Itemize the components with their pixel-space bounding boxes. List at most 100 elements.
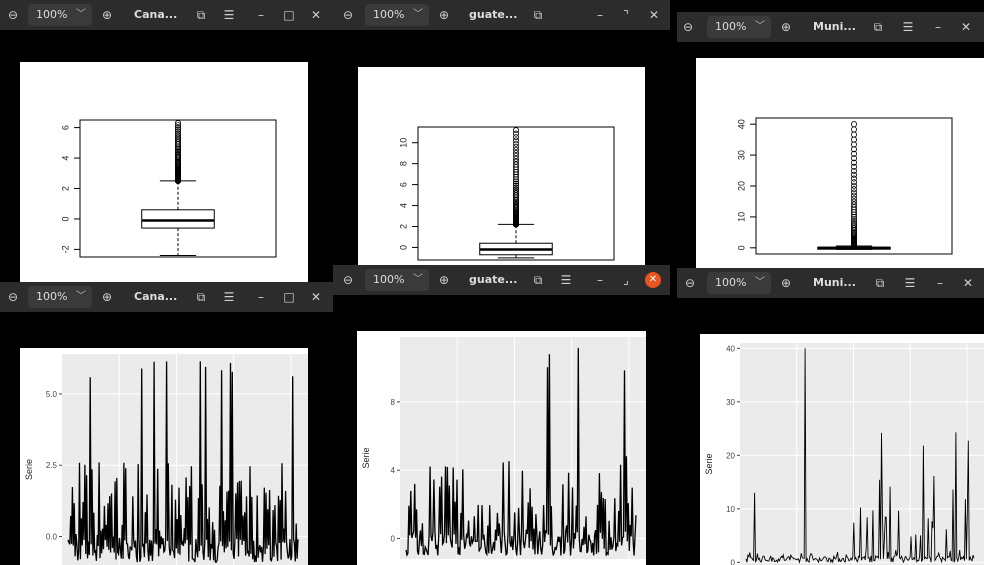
- outlier-point: [174, 120, 181, 127]
- zoom-in-icon[interactable]: ⊕: [780, 20, 792, 34]
- y-tick-label: 0: [391, 535, 396, 544]
- window-titlebar[interactable]: ⊖ 100% ﹀ ⊕ Cana... ⧉ ☰ – □ ✕: [0, 0, 333, 30]
- minimize-icon[interactable]: –: [597, 273, 603, 287]
- outlier-point: [512, 143, 519, 150]
- rotate-icon[interactable]: ⧉: [533, 8, 543, 22]
- y-axis-label: Serie: [361, 447, 371, 468]
- outlier-point: [512, 180, 519, 187]
- zoom-level-select[interactable]: 100% ﹀: [707, 16, 771, 38]
- close-icon[interactable]: ✕: [962, 276, 974, 290]
- maximize-icon[interactable]: ⌟: [623, 273, 629, 287]
- zoom-in-icon[interactable]: ⊕: [438, 8, 450, 22]
- window-title: guate...: [469, 8, 518, 21]
- zoom-in-icon[interactable]: ⊕: [101, 290, 113, 304]
- outlier-point: [850, 167, 857, 174]
- minimize-icon[interactable]: –: [597, 8, 603, 22]
- y-tick-label: 5.0: [46, 390, 58, 399]
- outlier-point: [850, 218, 857, 225]
- window-titlebar[interactable]: ⊖ 100% ﹀ ⊕ Cana... ⧉ ☰ – □ ✕: [0, 282, 333, 312]
- zoom-level-value: 100%: [36, 8, 68, 21]
- zoom-in-icon[interactable]: ⊕: [438, 273, 450, 287]
- outlier-point: [850, 189, 857, 196]
- plot-canvas: 0 4 8 Serie: [357, 331, 646, 565]
- outlier-point: [850, 126, 857, 133]
- outlier-point: [850, 163, 857, 170]
- maximize-icon[interactable]: □: [283, 8, 295, 22]
- rotate-icon[interactable]: ⧉: [873, 20, 883, 34]
- zoom-level-select[interactable]: 100% ﹀: [707, 272, 771, 294]
- zoom-level-select[interactable]: 100% ﹀: [365, 4, 429, 26]
- outlier-point: [850, 121, 857, 128]
- outlier-point: [512, 130, 519, 137]
- y-tick-label: 8: [391, 398, 396, 407]
- menu-icon[interactable]: ☰: [902, 20, 914, 34]
- outlier-point: [850, 221, 857, 228]
- menu-icon[interactable]: ☰: [223, 8, 235, 22]
- zoom-out-icon[interactable]: ⊖: [342, 273, 354, 287]
- zoom-level-select[interactable]: 100% ﹀: [28, 286, 92, 308]
- zoom-level-select[interactable]: 100% ﹀: [28, 4, 92, 26]
- rotate-icon[interactable]: ⧉: [533, 273, 543, 287]
- box-iqr: [141, 209, 215, 229]
- outlier-point: [850, 131, 857, 138]
- rotate-icon[interactable]: ⧉: [875, 276, 885, 290]
- y-tick-label: 20: [736, 181, 746, 191]
- zoom-out-icon[interactable]: ⊖: [684, 276, 696, 290]
- outlier-point: [512, 178, 519, 185]
- rotate-icon[interactable]: ⧉: [196, 8, 206, 22]
- close-icon[interactable]: ✕: [648, 8, 660, 22]
- zoom-in-icon[interactable]: ⊕: [101, 8, 113, 22]
- outlier-point: [850, 155, 857, 162]
- outlier-point: [512, 158, 519, 165]
- zoom-out-icon[interactable]: ⊖: [7, 8, 19, 22]
- line-chart: 0.0 2.5 5.0 Serie: [24, 354, 308, 565]
- close-icon[interactable]: ✕: [310, 8, 322, 22]
- outlier-point: [850, 136, 857, 143]
- zoom-out-icon[interactable]: ⊖: [7, 290, 19, 304]
- maximize-icon[interactable]: □: [283, 290, 295, 304]
- outlier-point: [850, 175, 857, 182]
- window-titlebar[interactable]: ⊖ 100% ﹀ ⊕ Muni... ⧉ ☰ – ✕: [677, 268, 984, 298]
- rotate-icon[interactable]: ⧉: [196, 290, 206, 304]
- y-tick-label: 6: [398, 182, 408, 187]
- close-icon[interactable]: ✕: [960, 20, 972, 34]
- boxplot-chart: -2 0 2 4 6: [60, 119, 277, 258]
- zoom-in-icon[interactable]: ⊕: [780, 276, 792, 290]
- y-axis-label: Serie: [704, 453, 714, 474]
- zoom-out-icon[interactable]: ⊖: [682, 20, 694, 34]
- outlier-point: [850, 220, 857, 227]
- window-titlebar[interactable]: ⊖ 100% ﹀ ⊕ guate... ⧉ ☰ – ⌟ ✕: [333, 265, 670, 295]
- y-tick-label: 4: [398, 203, 408, 208]
- window-title: Muni...: [813, 276, 856, 289]
- menu-icon[interactable]: ☰: [223, 290, 235, 304]
- maximize-icon[interactable]: ⌝: [623, 8, 629, 22]
- close-icon[interactable]: ✕: [645, 272, 661, 288]
- zoom-out-icon[interactable]: ⊖: [342, 8, 354, 22]
- close-icon[interactable]: ✕: [310, 290, 322, 304]
- y-tick-label: 4: [391, 466, 396, 475]
- window-title: Muni...: [813, 20, 856, 33]
- y-tick-label: 4: [60, 156, 70, 161]
- window-titlebar[interactable]: ⊖ 100% ﹀ ⊕ guate... ⧉ – ⌝ ✕: [333, 0, 670, 30]
- y-tick-label: 0: [60, 216, 70, 221]
- plot-canvas: 0.0 2.5 5.0 Serie: [20, 348, 308, 565]
- chevron-down-icon: ﹀: [413, 9, 423, 20]
- plot-frame: [417, 126, 615, 261]
- window-titlebar[interactable]: ⊖ 100% ﹀ ⊕ Muni... ⧉ ☰ – ✕: [677, 12, 984, 42]
- minimize-icon[interactable]: –: [258, 8, 264, 22]
- minimize-icon[interactable]: –: [935, 20, 941, 34]
- boxplot-chart: 0 2 4 6 8 10: [398, 126, 615, 261]
- outlier-point: [512, 134, 519, 141]
- minimize-icon[interactable]: –: [258, 290, 264, 304]
- chevron-down-icon: ﹀: [755, 21, 765, 32]
- menu-icon[interactable]: ☰: [904, 276, 916, 290]
- y-tick-label: 2: [60, 186, 70, 191]
- outlier-point: [512, 146, 519, 153]
- minimize-icon[interactable]: –: [937, 276, 943, 290]
- outlier-point: [850, 216, 857, 223]
- menu-icon[interactable]: ☰: [560, 273, 572, 287]
- data-series-line: [405, 347, 637, 557]
- outlier-point: [512, 150, 519, 157]
- outlier-point: [850, 186, 857, 193]
- zoom-level-select[interactable]: 100% ﹀: [365, 269, 429, 291]
